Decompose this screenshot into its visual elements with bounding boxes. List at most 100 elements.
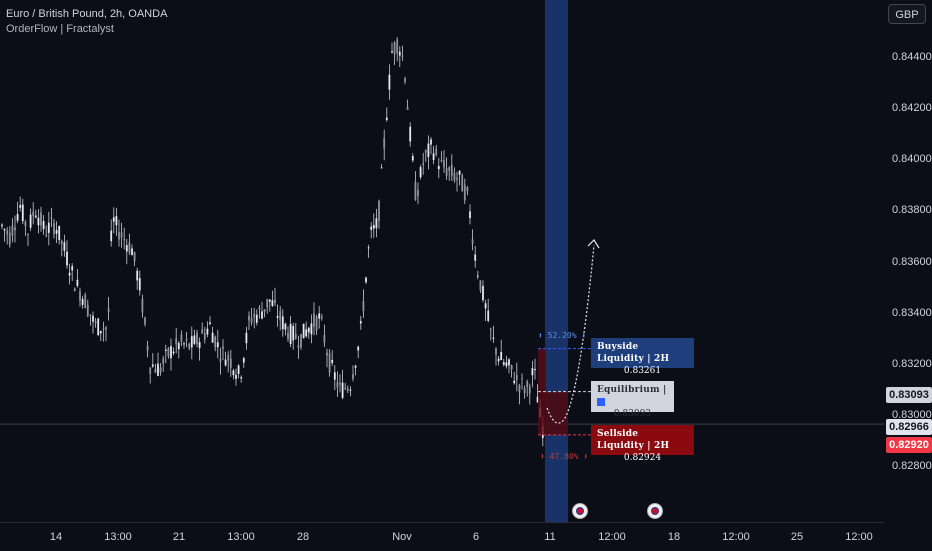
candle-body xyxy=(274,299,276,304)
buyside-percent: ⬆ 52.20% ⬆ xyxy=(538,331,587,340)
candle-body xyxy=(422,163,425,166)
candle-body xyxy=(372,224,375,229)
indicator-label[interactable]: OrderFlow | Fractalyst xyxy=(6,23,114,35)
candle-body xyxy=(479,280,482,291)
candle-body xyxy=(287,332,289,339)
candle-body xyxy=(188,343,191,349)
candle-body xyxy=(523,388,526,394)
equilibrium-box[interactable]: Equilibrium | 0.83093 xyxy=(591,381,674,419)
candle-body xyxy=(419,167,422,178)
candle-body xyxy=(63,242,66,251)
candle-body xyxy=(263,309,266,312)
candle-body xyxy=(193,335,196,344)
candle-body xyxy=(476,275,479,277)
time-label: 11 xyxy=(544,531,556,543)
currency-button[interactable]: GBP xyxy=(888,4,926,24)
candle-body xyxy=(471,239,474,244)
candle-body xyxy=(292,325,295,341)
candle-body xyxy=(112,217,115,222)
symbol-title[interactable]: Euro / British Pound, 2h, OANDA xyxy=(6,8,168,20)
uk-flag-icon[interactable] xyxy=(572,503,588,519)
candle-body xyxy=(469,211,471,219)
candle-body xyxy=(6,230,9,235)
price-chart[interactable] xyxy=(0,0,884,522)
candle-body xyxy=(237,365,240,374)
candle-body xyxy=(219,358,222,362)
time-label: 12:00 xyxy=(722,531,750,543)
candle-body xyxy=(380,167,383,169)
candle-body xyxy=(484,303,487,309)
candle-body xyxy=(437,165,440,170)
price-tick: 0.83600 xyxy=(892,256,932,268)
candle-body xyxy=(398,51,401,56)
candle-body xyxy=(99,330,102,334)
candle-body xyxy=(534,369,536,371)
candle-body xyxy=(435,148,438,155)
candle-body xyxy=(302,323,305,339)
price-axis[interactable]: 0.84400 0.84200 0.84000 0.83800 0.83600 … xyxy=(884,0,932,520)
time-axis[interactable]: 14 13:00 21 13:00 28 Nov 6 11 12:00 18 1… xyxy=(0,522,884,551)
candle-body xyxy=(159,367,162,373)
candle-body xyxy=(432,153,435,160)
candle-body xyxy=(456,177,458,180)
projection-arrow-icon xyxy=(587,239,600,249)
candle-body xyxy=(357,346,360,351)
candle-body xyxy=(11,225,14,236)
candle-body xyxy=(450,164,453,176)
candle-body xyxy=(232,370,235,376)
candle-body xyxy=(133,252,136,262)
candle-body xyxy=(125,245,128,252)
candle-body xyxy=(177,342,180,350)
time-label: 13:00 xyxy=(104,531,132,543)
candle-body xyxy=(149,367,152,374)
candle-body xyxy=(172,351,175,354)
buyside-value: 0.83261 xyxy=(623,366,662,376)
candle-body xyxy=(482,285,484,301)
candle-body xyxy=(536,396,539,403)
candle-body xyxy=(216,342,219,348)
candle-body xyxy=(105,327,107,330)
time-label: 12:00 xyxy=(845,531,873,543)
candle-body xyxy=(305,329,308,337)
candle-body xyxy=(16,213,19,221)
candle-body xyxy=(258,307,261,310)
candle-body xyxy=(245,332,248,344)
candle-body xyxy=(190,336,193,348)
candle-body xyxy=(500,352,503,361)
premium-zone xyxy=(538,348,546,435)
candle-body xyxy=(370,226,373,230)
candle-body xyxy=(157,363,159,376)
candle-body xyxy=(42,220,45,230)
sellside-liquidity-box[interactable]: Sellside Liquidity | 2H 0.82924 xyxy=(591,425,694,463)
candle-body xyxy=(414,181,417,200)
price-tick: 0.83200 xyxy=(892,358,932,370)
candle-body xyxy=(268,299,271,302)
candle-body xyxy=(86,304,89,316)
candle-body xyxy=(45,234,48,236)
candle-body xyxy=(120,232,123,238)
candle-body xyxy=(406,107,409,110)
uk-flag-icon[interactable] xyxy=(647,503,663,519)
candle-body xyxy=(164,349,167,352)
candle-body xyxy=(183,343,185,345)
candle-body xyxy=(458,170,461,175)
candle-body xyxy=(136,270,139,281)
candle-body xyxy=(66,251,68,266)
sellside-value: 0.82924 xyxy=(623,453,662,463)
candle-body xyxy=(289,323,292,344)
candle-body xyxy=(404,78,406,82)
candle-body xyxy=(445,168,448,177)
buyside-liquidity-box[interactable]: Buyside Liquidity | 2H 0.83261 xyxy=(591,338,694,376)
candle-body xyxy=(323,334,326,343)
candle-body xyxy=(518,385,521,393)
candle-body xyxy=(3,229,6,231)
candle-body xyxy=(461,175,464,192)
price-tag-last: 0.82966 xyxy=(886,419,932,435)
price-tick: 0.83000 xyxy=(892,409,932,421)
candle-body xyxy=(175,338,178,345)
candle-body xyxy=(240,377,243,379)
candle-body xyxy=(388,74,391,90)
candle-body xyxy=(118,232,120,240)
candle-body xyxy=(463,184,466,201)
